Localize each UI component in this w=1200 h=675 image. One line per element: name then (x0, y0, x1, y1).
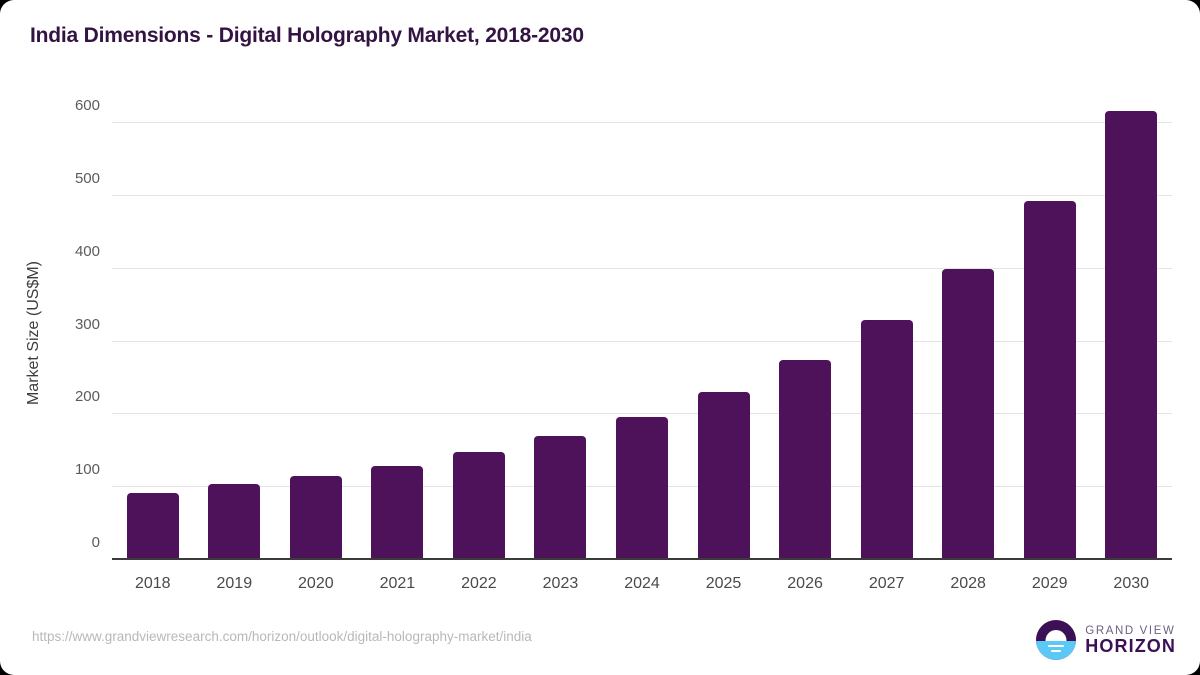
bar[interactable] (697, 391, 750, 558)
bar-group: 2022 (438, 105, 520, 592)
bar[interactable] (779, 359, 832, 558)
source-url[interactable]: https://www.grandviewresearch.com/horizo… (32, 629, 532, 644)
bar[interactable] (1105, 110, 1158, 558)
page-title: India Dimensions - Digital Holography Ma… (30, 24, 584, 47)
x-tick-label: 2018 (134, 575, 171, 592)
bar[interactable] (452, 451, 505, 558)
y-tick-label: 200 (74, 388, 100, 406)
x-tick-label: 2029 (1031, 575, 1068, 592)
logo-bar-upper (1048, 644, 1065, 647)
bar-group: 2026 (764, 105, 846, 592)
bar[interactable] (126, 493, 179, 558)
y-axis-title-label: Market Size (US$M) (25, 260, 42, 405)
brand-name-primary: GRAND VIEW (1085, 624, 1176, 637)
logo-dome-shape (1045, 630, 1067, 642)
bar[interactable] (371, 465, 424, 558)
y-tick-label: 100 (74, 461, 100, 479)
x-tick-label: 2026 (787, 575, 823, 592)
bar[interactable] (1023, 201, 1076, 558)
gridline (112, 413, 1172, 415)
x-tick-label: 2027 (868, 575, 905, 592)
y-tick-label: 500 (74, 169, 100, 187)
bar-group: 2021 (357, 105, 439, 592)
bar[interactable] (860, 319, 913, 558)
x-tick-label: 2022 (461, 575, 497, 592)
x-tick-label: 2024 (624, 575, 660, 592)
bar[interactable] (208, 483, 261, 558)
y-tick-label: 300 (74, 315, 100, 333)
bar-group: 2028 (927, 105, 1009, 592)
bar-group: 2019 (194, 105, 276, 592)
bar-group: 2018 (112, 105, 194, 592)
x-tick-label: 2020 (298, 575, 334, 592)
horizon-logo-icon (1036, 620, 1077, 660)
bar[interactable] (289, 475, 342, 558)
gridline (112, 194, 1172, 196)
plot-area: 0 100 200 300 400 500 600 2018 2019 2020 2021 2022… (75, 97, 1172, 592)
bar-series: 2018 2019 2020 2021 2022 2023 2024 2025 2026 2027… (112, 105, 1172, 592)
bar[interactable] (615, 417, 668, 558)
bar-group: 2024 (601, 105, 683, 592)
brand-logo-text: GRAND VIEW HORIZON (1085, 625, 1176, 656)
x-tick-label: 2019 (216, 575, 253, 592)
y-tick-label: 600 (74, 97, 100, 114)
bar-group: 2027 (846, 105, 928, 592)
gridline (112, 340, 1172, 342)
x-tick-label: 2025 (705, 575, 742, 592)
gridline (112, 122, 1172, 123)
x-tick-label: 2021 (379, 575, 416, 592)
logo-bar-lower (1051, 649, 1062, 652)
x-tick-label: 2023 (542, 575, 579, 592)
bar-group: 2023 (520, 105, 602, 592)
bar-group: 2025 (683, 105, 765, 592)
bar[interactable] (942, 268, 995, 558)
x-tick-label: 2028 (950, 575, 986, 592)
y-tick-label: 0 (91, 534, 100, 551)
brand-name-secondary: HORIZON (1085, 635, 1176, 656)
x-tick-label: 2030 (1113, 575, 1150, 592)
brand-logo: GRAND VIEW HORIZON (1036, 620, 1176, 660)
bar[interactable] (534, 436, 587, 558)
y-tick-label: 400 (74, 242, 100, 260)
x-axis-line (112, 558, 1172, 560)
bar-group: 2029 (1009, 105, 1091, 592)
gridline (112, 267, 1172, 269)
bar-group: 2020 (275, 105, 357, 592)
bar-group: 2030 (1090, 105, 1172, 592)
